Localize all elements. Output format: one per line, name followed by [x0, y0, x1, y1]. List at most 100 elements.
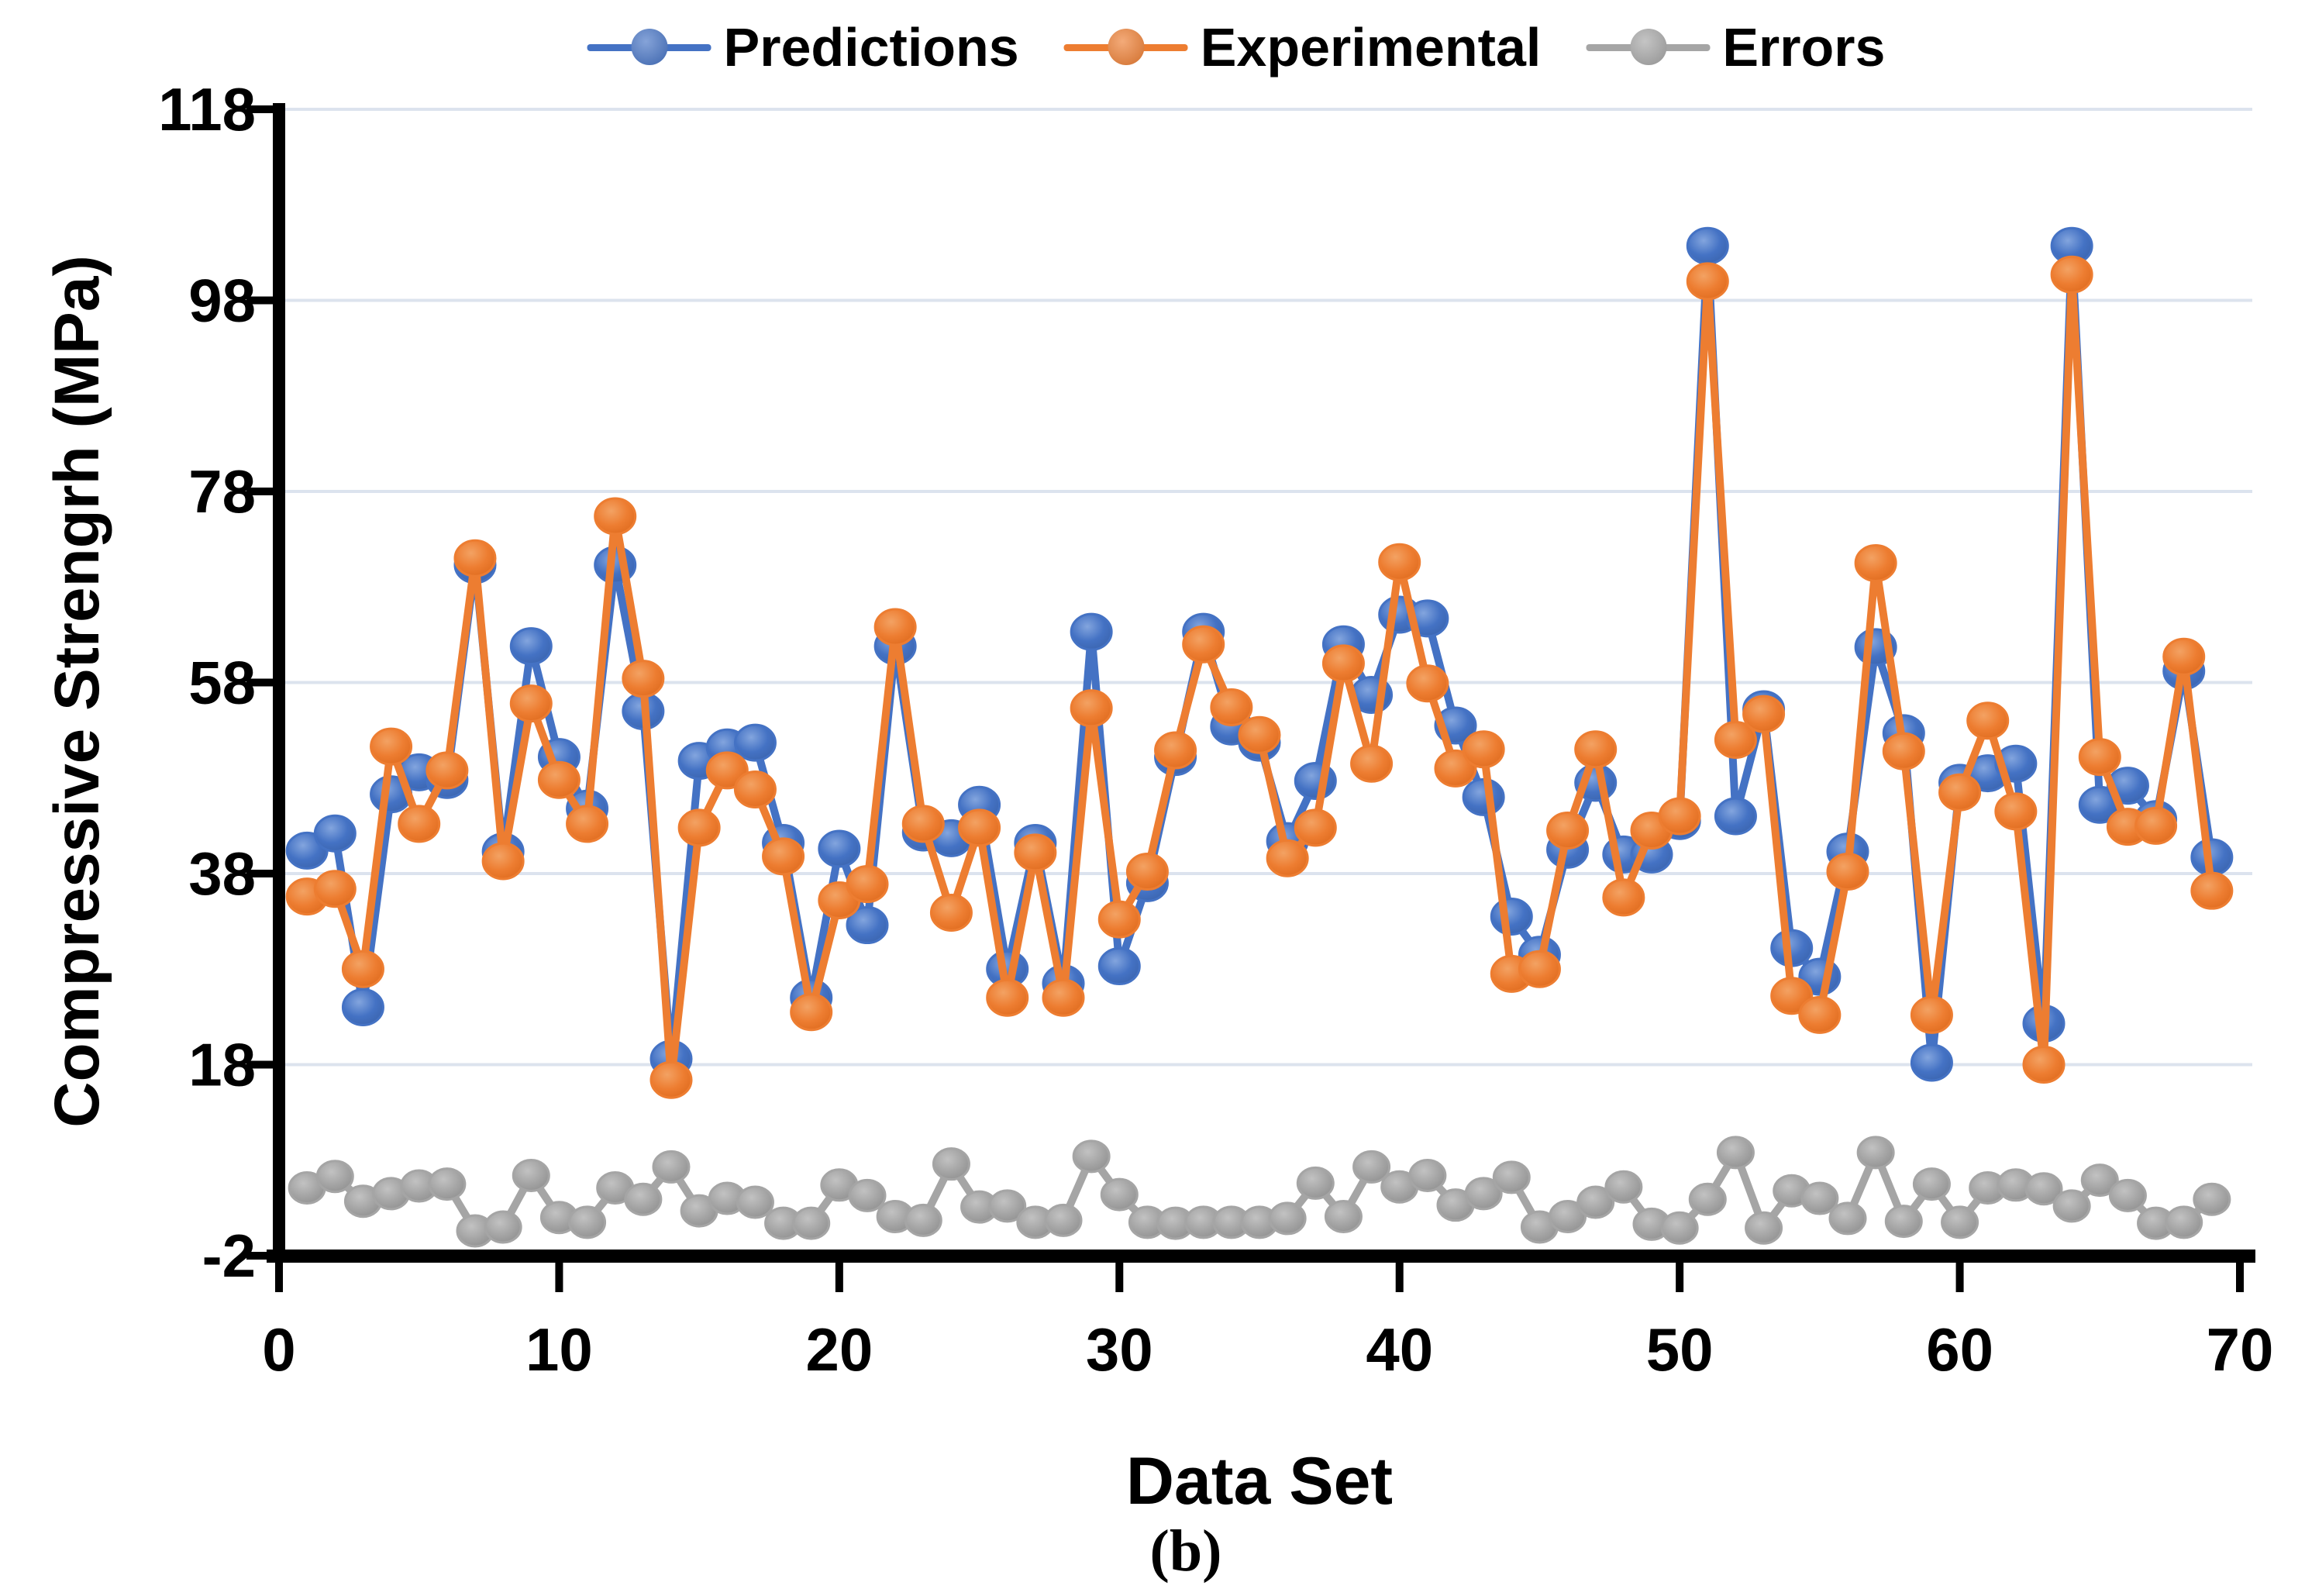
data-point-marker	[2050, 255, 2093, 294]
x-tick-mark	[1676, 1263, 1684, 1292]
data-point-marker	[1602, 878, 1645, 917]
legend-item-predictions: Predictions	[587, 20, 1019, 74]
data-point-marker	[733, 770, 777, 809]
data-point-marker	[736, 1185, 774, 1219]
legend-marker-icon	[587, 28, 711, 67]
data-point-marker	[1546, 812, 1590, 850]
data-point-marker	[1154, 731, 1197, 770]
data-point-marker	[1100, 1177, 1139, 1212]
data-point-marker	[818, 829, 861, 868]
y-tick-label-38: 38	[188, 839, 256, 908]
data-point-marker	[1910, 995, 1953, 1034]
x-tick-mark	[275, 1263, 283, 1292]
data-point-marker	[1070, 612, 1113, 651]
data-point-marker	[1490, 897, 1533, 936]
data-point-marker	[1688, 1182, 1727, 1216]
data-point-marker	[1660, 1211, 1699, 1245]
data-point-marker	[1072, 1139, 1111, 1174]
data-point-marker	[1266, 839, 1309, 877]
data-point-marker	[1238, 715, 1281, 754]
data-point-marker	[1745, 1211, 1783, 1245]
data-point-marker	[1044, 1203, 1083, 1237]
data-point-marker	[512, 1158, 550, 1192]
data-point-marker	[790, 993, 833, 1032]
y-tick-mark	[246, 870, 274, 877]
data-point-marker	[1518, 950, 1561, 988]
data-point-marker	[873, 608, 917, 646]
data-point-marker	[649, 1060, 693, 1099]
y-tick-label-18: 18	[188, 1031, 256, 1099]
data-point-marker	[1549, 1199, 1587, 1233]
x-tick-mark	[1115, 1263, 1124, 1292]
data-point-marker	[2022, 1046, 2066, 1084]
tick-labels: 118 98 78 58 38 18 -20 10 20 30 40 50 60 70	[158, 75, 2273, 1384]
data-point-marker	[426, 751, 469, 790]
data-point-marker	[652, 1150, 691, 1184]
data-point-marker	[1658, 797, 1701, 836]
data-point-marker	[1576, 1185, 1615, 1219]
data-point-marker	[1742, 695, 1786, 733]
data-point-marker	[1464, 1177, 1503, 1211]
data-point-marker	[1294, 761, 1337, 800]
data-point-marker	[1686, 262, 1729, 301]
data-point-marker	[1798, 995, 1842, 1034]
data-point-marker	[1042, 978, 1085, 1017]
data-point-marker	[1828, 1201, 1867, 1236]
data-point-marker	[481, 842, 525, 881]
series-line	[303, 271, 2216, 1084]
legend-label: Errors	[1722, 17, 1886, 78]
y-axis-line	[273, 103, 285, 1262]
data-point-marker	[2190, 871, 2234, 910]
data-point-marker	[2108, 1178, 2147, 1212]
data-point-marker	[848, 1178, 887, 1212]
data-point-marker	[677, 808, 721, 847]
data-point-marker	[2080, 1163, 2119, 1198]
data-point-marker	[1097, 900, 1141, 939]
data-point-marker	[2024, 1172, 2063, 1206]
y-tick-label-58: 58	[188, 649, 256, 717]
legend-label: Experimental	[1200, 17, 1542, 78]
gridlines	[279, 108, 2252, 1067]
legend-marker-icon	[1586, 28, 1711, 67]
y-tick-mark	[246, 678, 274, 687]
data-point-marker	[901, 805, 945, 843]
data-point-marker	[1714, 720, 1757, 759]
data-point-marker	[932, 1147, 970, 1181]
legend-item-experimental: Experimental	[1063, 17, 1542, 78]
x-tick-label-0: 0	[262, 1315, 295, 1384]
data-point-marker	[341, 950, 384, 988]
data-point-marker	[1125, 853, 1169, 891]
data-point-marker	[986, 978, 1029, 1017]
x-tick-label-10: 10	[525, 1315, 593, 1384]
x-tick-mark	[1395, 1263, 1404, 1292]
data-point-marker	[1492, 1160, 1531, 1194]
x-tick-mark	[1955, 1263, 1964, 1292]
data-point-marker	[370, 727, 413, 766]
data-point-marker	[1350, 744, 1394, 783]
data-point-marker	[846, 906, 889, 945]
data-point-marker	[1800, 1181, 1839, 1215]
data-point-marker	[537, 760, 581, 799]
data-point-marker	[1462, 777, 1505, 816]
data-point-marker	[568, 1205, 607, 1239]
data-point-marker	[1070, 689, 1113, 728]
series-experimental	[285, 255, 2234, 1099]
data-point-marker	[484, 1210, 522, 1244]
data-point-marker	[1406, 664, 1449, 703]
data-point-marker	[1856, 1136, 1895, 1170]
data-point-marker	[1574, 730, 1618, 769]
data-point-marker	[846, 865, 889, 904]
data-point-marker	[2165, 1205, 2203, 1239]
data-point-marker	[1321, 644, 1365, 683]
data-point-marker	[733, 723, 777, 762]
data-point-marker	[1408, 1158, 1447, 1192]
data-point-marker	[1294, 808, 1337, 847]
x-axis-title: Data Set	[1125, 1444, 1394, 1518]
x-tick-label-20: 20	[805, 1315, 873, 1384]
x-tick-label-50: 50	[1646, 1315, 1714, 1384]
data-point-marker	[1296, 1166, 1335, 1200]
data-point-marker	[1097, 947, 1141, 986]
y-tick-label-98: 98	[188, 267, 256, 335]
